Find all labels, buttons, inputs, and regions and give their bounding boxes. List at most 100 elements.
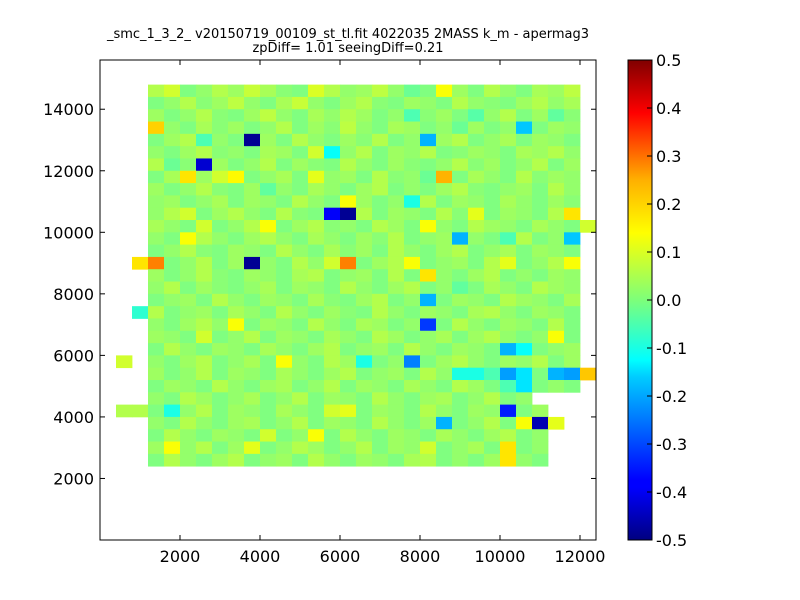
heatmap-cell xyxy=(388,121,405,135)
heatmap-cell xyxy=(452,429,469,442)
heatmap-cell xyxy=(308,256,325,270)
x-tick-label: 6000 xyxy=(320,547,361,566)
heatmap-cell xyxy=(180,281,197,295)
heatmap-cell xyxy=(468,146,485,159)
heatmap-cell xyxy=(484,306,501,319)
heatmap-cell xyxy=(436,269,453,282)
heatmap-cell xyxy=(436,330,453,344)
heatmap-cell xyxy=(324,343,341,356)
heatmap-cell xyxy=(356,109,373,122)
heatmap-cell xyxy=(484,158,501,172)
chart-subtitle: zpDiff= 1.01 seeingDiff=0.21 xyxy=(252,41,443,56)
heatmap-cell xyxy=(372,367,389,381)
heatmap-cell xyxy=(212,416,229,430)
colorbar-tick-label: 0.0 xyxy=(656,291,681,310)
heatmap-cell xyxy=(244,367,261,381)
heatmap-cell xyxy=(420,293,437,307)
colorbar-tick-label: -0.1 xyxy=(656,339,687,358)
heatmap-cell xyxy=(564,281,581,295)
heatmap-cell xyxy=(228,133,245,147)
heatmap-cell xyxy=(212,84,229,98)
heatmap-cell xyxy=(196,183,213,196)
heatmap-cell xyxy=(388,170,405,184)
heatmap-cell xyxy=(404,220,421,233)
heatmap-cell xyxy=(212,146,229,159)
heatmap-cell xyxy=(372,343,389,356)
heatmap-cell xyxy=(260,429,277,442)
heatmap-cell xyxy=(276,380,293,393)
heatmap-cell xyxy=(324,146,341,159)
heatmap-cell xyxy=(532,441,549,455)
heatmap-cell xyxy=(164,109,181,122)
heatmap-cell xyxy=(548,133,565,147)
heatmap-cell xyxy=(324,244,341,258)
heatmap-cell xyxy=(404,343,421,356)
heatmap-cell xyxy=(564,380,581,393)
heatmap-cell xyxy=(436,207,453,221)
heatmap-cell xyxy=(116,404,133,418)
heatmap-cell xyxy=(324,256,341,270)
heatmap-cell xyxy=(244,256,261,270)
heatmap-cell xyxy=(324,170,341,184)
heatmap-cell xyxy=(148,343,165,356)
heatmap-cell xyxy=(420,220,437,233)
heatmap-cell xyxy=(164,244,181,258)
heatmap-cell xyxy=(420,392,437,406)
heatmap-cell xyxy=(516,195,533,209)
heatmap-cell xyxy=(516,170,533,184)
heatmap-cell xyxy=(276,269,293,282)
heatmap-cell xyxy=(276,133,293,147)
heatmap-cell xyxy=(164,158,181,172)
heatmap-cell xyxy=(260,121,277,135)
heatmap-cell xyxy=(340,404,357,418)
heatmap-cell xyxy=(500,244,517,258)
heatmap-cell xyxy=(420,121,437,135)
heatmap-cell xyxy=(180,355,197,369)
heatmap-cell xyxy=(324,416,341,430)
heatmap-cell xyxy=(164,232,181,246)
heatmap-cell xyxy=(228,183,245,196)
heatmap-cell xyxy=(532,404,549,418)
heatmap-cell xyxy=(148,220,165,233)
heatmap-cell xyxy=(292,84,309,98)
heatmap-cell xyxy=(372,380,389,393)
heatmap-cell xyxy=(516,441,533,455)
heatmap-cell xyxy=(452,220,469,233)
heatmap-cell xyxy=(148,96,165,110)
heatmap-cell xyxy=(372,109,389,122)
heatmap-cell xyxy=(548,318,565,332)
heatmap-cell xyxy=(180,133,197,147)
heatmap-cell xyxy=(452,146,469,159)
heatmap-cell xyxy=(340,170,357,184)
heatmap-cell xyxy=(196,84,213,98)
heatmap-cell xyxy=(276,306,293,319)
heatmap-cell xyxy=(564,343,581,356)
heatmap-cell xyxy=(228,207,245,221)
heatmap-cell xyxy=(548,96,565,110)
x-tick-label: 2000 xyxy=(160,547,201,566)
heatmap-cell xyxy=(164,318,181,332)
heatmap-cell xyxy=(292,306,309,319)
heatmap-cell xyxy=(148,207,165,221)
x-tick-label: 4000 xyxy=(240,547,281,566)
heatmap-cell xyxy=(164,220,181,233)
heatmap-cell xyxy=(388,343,405,356)
heatmap-cell xyxy=(436,293,453,307)
heatmap-cell xyxy=(420,207,437,221)
heatmap-cell xyxy=(148,416,165,430)
heatmap-cell xyxy=(484,269,501,282)
heatmap-cell xyxy=(420,367,437,381)
heatmap-cell xyxy=(356,220,373,233)
heatmap-cell xyxy=(436,146,453,159)
heatmap-cell xyxy=(484,133,501,147)
heatmap-cell xyxy=(324,109,341,122)
heatmap-cell xyxy=(548,84,565,98)
heatmap-cell xyxy=(532,96,549,110)
heatmap-cell xyxy=(500,269,517,282)
heatmap-cell xyxy=(452,343,469,356)
heatmap-cell xyxy=(340,195,357,209)
heatmap-cell xyxy=(532,84,549,98)
heatmap-cell xyxy=(356,183,373,196)
heatmap-cell xyxy=(484,256,501,270)
heatmap-cell xyxy=(484,170,501,184)
